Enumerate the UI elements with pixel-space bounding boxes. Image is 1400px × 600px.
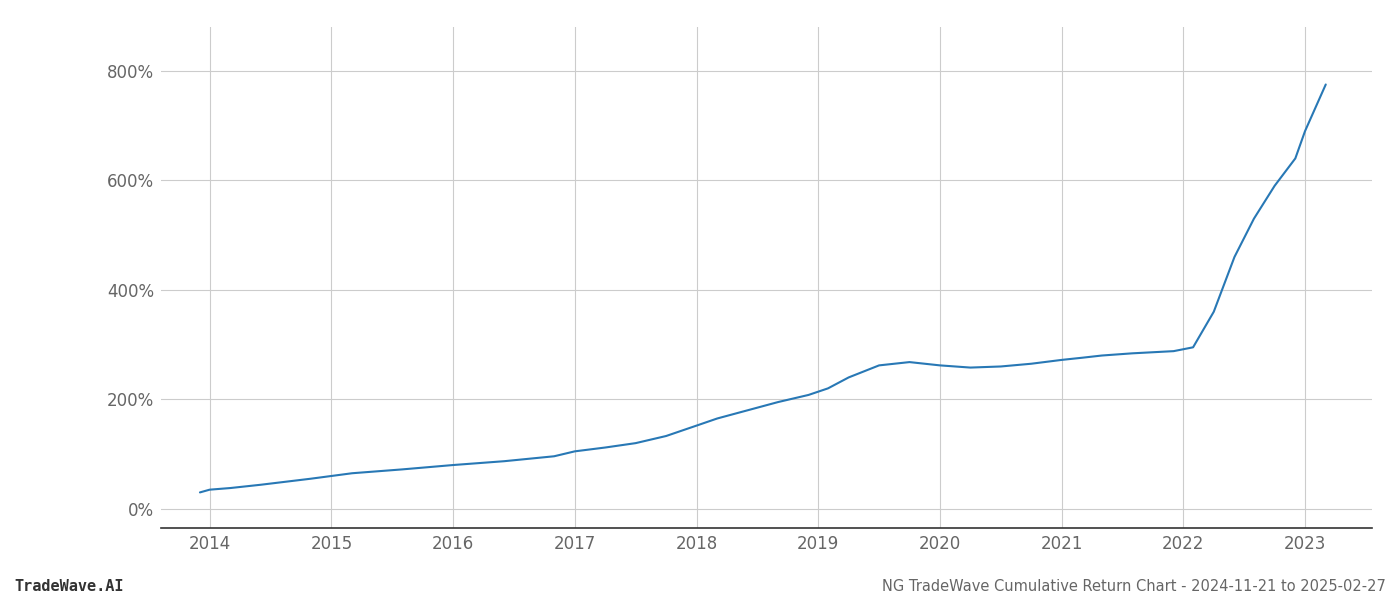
Text: TradeWave.AI: TradeWave.AI bbox=[14, 579, 123, 594]
Text: NG TradeWave Cumulative Return Chart - 2024-11-21 to 2025-02-27: NG TradeWave Cumulative Return Chart - 2… bbox=[882, 579, 1386, 594]
